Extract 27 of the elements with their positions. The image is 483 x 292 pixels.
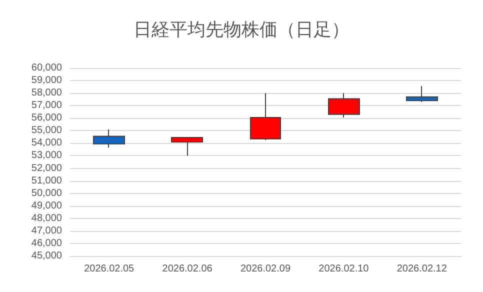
y-tick-label: 53,000 (31, 150, 62, 162)
x-tick-label: 2026.02.12 (396, 264, 448, 274)
candlestick (93, 128, 125, 148)
y-tick-label: 56,000 (31, 112, 62, 124)
candlestick (328, 92, 360, 118)
x-tick-label: 2026.02.06 (162, 264, 213, 274)
y-tick-label: 54,000 (31, 138, 62, 149)
y-tick-label: 58,000 (31, 88, 62, 99)
x-tick-label: 2026.02.05 (84, 264, 135, 274)
y-tick-label: 45,000 (31, 250, 62, 262)
y-tick-label: 55,000 (31, 125, 62, 136)
y-tick-label: 48,000 (31, 212, 62, 224)
y-tick-label: 59,000 (31, 75, 62, 86)
y-tick-label: 50,000 (31, 188, 62, 199)
chart-title: 日経平均先物株価（日足） (134, 20, 350, 40)
y-tick-label: 47,000 (31, 225, 62, 236)
y-tick-label: 52,000 (31, 162, 62, 174)
y-tick-label: 49,000 (31, 200, 62, 212)
x-tick-label: 2026.02.09 (240, 264, 291, 274)
y-tick-label: 46,000 (31, 238, 62, 249)
candlestick (406, 86, 438, 102)
x-tick-label: 2026.02.10 (318, 264, 370, 274)
y-tick-label: 57,000 (31, 100, 62, 112)
y-tick-label: 51,000 (31, 175, 62, 186)
y-tick-label: 60,000 (31, 62, 62, 74)
candlestick (250, 92, 281, 141)
candlestick (171, 137, 203, 156)
